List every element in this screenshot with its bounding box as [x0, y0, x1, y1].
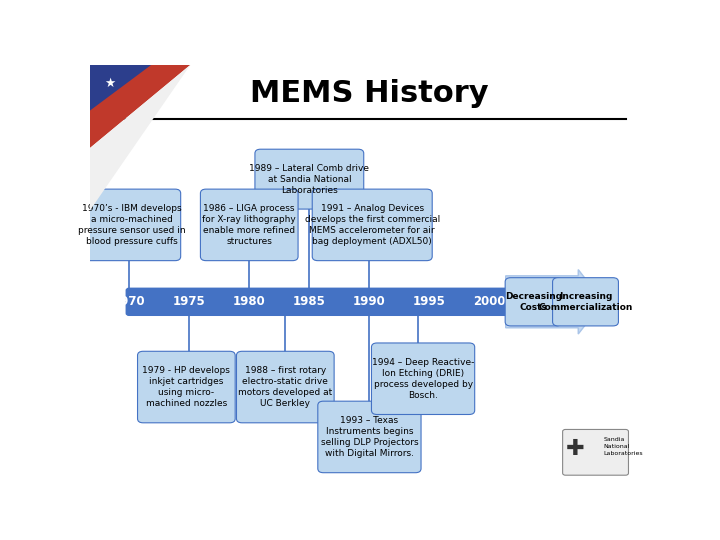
FancyBboxPatch shape: [372, 343, 474, 415]
FancyBboxPatch shape: [312, 189, 432, 261]
Text: MEMS History: MEMS History: [250, 79, 488, 109]
FancyArrow shape: [505, 269, 603, 334]
Polygon shape: [90, 65, 190, 210]
Text: Decreasing
Costs: Decreasing Costs: [505, 292, 562, 312]
Text: 1991 – Analog Devices
develops the first commercial
MEMS accelerometer for air
b: 1991 – Analog Devices develops the first…: [305, 204, 440, 246]
Polygon shape: [90, 65, 190, 148]
FancyBboxPatch shape: [255, 149, 364, 209]
FancyBboxPatch shape: [318, 401, 421, 472]
Text: 1970: 1970: [113, 295, 145, 308]
FancyBboxPatch shape: [126, 288, 600, 315]
FancyBboxPatch shape: [552, 278, 618, 326]
FancyBboxPatch shape: [138, 352, 235, 423]
FancyBboxPatch shape: [236, 352, 334, 423]
Text: 1986 – LIGA process
for X-ray lithography
enable more refined
structures: 1986 – LIGA process for X-ray lithograph…: [202, 204, 296, 246]
Text: 1975: 1975: [173, 295, 205, 308]
Polygon shape: [90, 65, 151, 111]
FancyBboxPatch shape: [505, 278, 562, 326]
Text: Sandia
National
Laboratories: Sandia National Laboratories: [603, 437, 643, 456]
Text: 1970’s - IBM develops
a micro-machined
pressure sensor used in
blood pressure cu: 1970’s - IBM develops a micro-machined p…: [78, 204, 186, 246]
FancyBboxPatch shape: [200, 189, 298, 261]
Text: 1980: 1980: [233, 295, 266, 308]
Text: 2009: 2009: [582, 295, 614, 308]
FancyBboxPatch shape: [562, 429, 629, 475]
FancyBboxPatch shape: [83, 189, 181, 261]
Text: 1990: 1990: [353, 295, 386, 308]
Text: Increasing
Commercialization: Increasing Commercialization: [539, 292, 633, 312]
Text: 1979 - HP develops
inkjet cartridges
using micro-
machined nozzles: 1979 - HP develops inkjet cartridges usi…: [143, 366, 230, 408]
Text: 2005: 2005: [534, 295, 566, 308]
Text: 1995: 1995: [413, 295, 446, 308]
Text: 1985: 1985: [293, 295, 325, 308]
Text: 2000: 2000: [473, 295, 506, 308]
Text: ★: ★: [104, 77, 115, 90]
Text: 1988 – first rotary
electro-static drive
motors developed at
UC Berkley: 1988 – first rotary electro-static drive…: [238, 366, 333, 408]
Text: 1989 – Lateral Comb drive
at Sandia National
Laboratories: 1989 – Lateral Comb drive at Sandia Nati…: [249, 164, 369, 195]
Text: ✚: ✚: [566, 440, 585, 460]
Text: 1993 – Texas
Instruments begins
selling DLP Projectors
with Digital Mirrors.: 1993 – Texas Instruments begins selling …: [320, 416, 418, 458]
Text: 1994 – Deep Reactive-
Ion Etching (DRIE)
process developed by
Bosch.: 1994 – Deep Reactive- Ion Etching (DRIE)…: [372, 357, 474, 400]
